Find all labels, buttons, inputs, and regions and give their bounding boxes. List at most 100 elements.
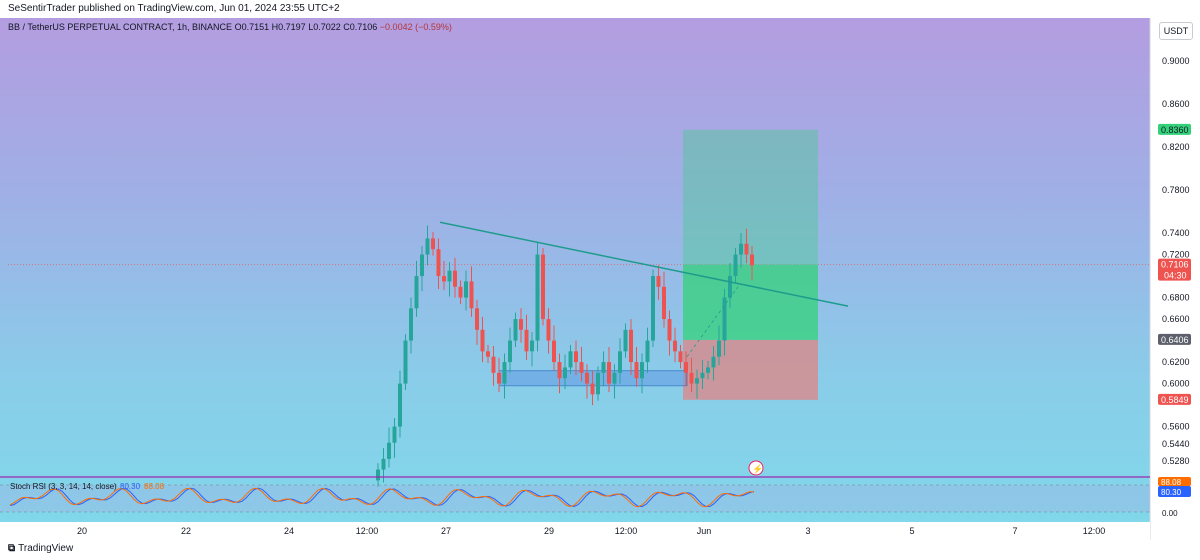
tradingview-logo: ⧉ TradingView — [8, 543, 73, 554]
publisher-text: SeSentirTrader published on TradingView.… — [8, 3, 340, 14]
candle-body — [689, 372, 694, 384]
candle-body — [524, 329, 529, 352]
candle-body — [480, 329, 485, 352]
publisher-bar: SeSentirTrader published on TradingView.… — [0, 0, 1200, 18]
rsi-d-line — [9, 487, 755, 508]
candle-body — [398, 383, 402, 427]
x-tick-label: 12:00 — [356, 526, 379, 536]
candle-body — [447, 270, 452, 282]
price-label-tag — [1158, 258, 1191, 281]
ohlc-change: −0.0042 (−0.59%) — [379, 22, 452, 32]
candle-body — [700, 372, 705, 379]
countdown-label-text: 04:30 — [1164, 271, 1187, 281]
candle-body — [414, 276, 419, 309]
x-tick-label: 3 — [805, 526, 810, 536]
candle-body — [535, 254, 540, 341]
candle-body — [376, 469, 380, 481]
stop-loss-zone[interactable] — [683, 339, 818, 400]
candle-body — [491, 356, 496, 373]
rsi-k-tag-text: 80.30 — [1161, 488, 1182, 497]
symbol-legend: BB / TetherUS PERPETUAL CONTRACT, 1h, BI… — [8, 22, 452, 32]
x-tick-label: 27 — [441, 526, 451, 536]
candle-body — [651, 276, 655, 341]
candle-body — [612, 372, 617, 384]
candle-body — [557, 362, 562, 379]
rsi-y-tick: 0.00 — [1162, 509, 1178, 518]
candle-body — [744, 243, 749, 255]
candle-body — [579, 362, 584, 373]
price-label-tag — [1158, 333, 1191, 345]
candle-body — [546, 319, 551, 341]
take-profit-zone-upper[interactable] — [683, 129, 818, 265]
lightning-glyph: ⚡ — [752, 463, 763, 475]
candle-body — [568, 351, 573, 368]
x-tick-label: 7 — [1012, 526, 1017, 536]
footer-bar: ⧉ TradingView — [0, 540, 1200, 560]
candle-body — [469, 281, 474, 309]
ohlc-low: L0.7022 — [308, 22, 341, 32]
candle-body — [618, 351, 622, 373]
rsi-d-tag — [1158, 477, 1191, 486]
tv-logo-icon: ⧉ — [8, 543, 16, 554]
candle-body — [387, 442, 391, 459]
brand-text: TradingView — [18, 543, 74, 554]
x-tick-label: Jun — [697, 526, 712, 536]
currency-button[interactable]: USDT — [1159, 22, 1193, 40]
x-tick-label: 20 — [77, 526, 87, 536]
rsi-k-value: 80.30 — [120, 482, 141, 491]
candle-body — [403, 340, 408, 384]
y-tick-label: 0.6200 — [1162, 357, 1190, 367]
y-tick-label: 0.6000 — [1162, 379, 1190, 389]
candle-body — [475, 308, 479, 330]
price-chart-svg[interactable]: 0.9000 0.8600 0.8200 0.7800 0.7400 0.7200 0.68… — [0, 18, 1200, 540]
candle-body — [656, 276, 661, 287]
trendline[interactable] — [439, 221, 849, 307]
candle-body — [623, 329, 628, 352]
candle-body — [733, 254, 738, 277]
rsi-title: Stoch RSI (3, 3, 14, 14, close) — [10, 482, 117, 491]
candle-body — [508, 340, 512, 363]
candle-body — [607, 362, 611, 384]
x-tick-label: 12:00 — [615, 526, 638, 536]
y-tick-label: 0.9000 — [1162, 56, 1190, 66]
time-axis[interactable] — [0, 522, 1150, 540]
candle-body — [728, 276, 732, 298]
x-tick-label: 5 — [909, 526, 914, 536]
lightning-icon[interactable] — [748, 460, 764, 476]
candle-body — [629, 329, 633, 363]
y-tick-label: 0.8600 — [1162, 99, 1190, 109]
candle-body — [590, 383, 595, 395]
x-tick-label: 24 — [284, 526, 294, 536]
candle-body — [442, 276, 446, 282]
candle-body — [634, 362, 639, 379]
candle-body — [436, 249, 441, 277]
candle-body — [695, 378, 699, 384]
y-tick-label: 0.6800 — [1162, 293, 1190, 303]
price-label-text: 0.8360 — [1161, 125, 1189, 135]
candle-body — [392, 426, 397, 443]
y-tick-label: 0.6600 — [1162, 314, 1190, 324]
y-tick-label: 0.5600 — [1162, 422, 1190, 432]
candle-body — [645, 340, 650, 363]
y-tick-label: 0.7200 — [1162, 250, 1190, 260]
candle-body — [381, 458, 386, 470]
candle-body — [453, 270, 457, 287]
candle-body — [750, 254, 754, 266]
candle-body — [601, 362, 606, 373]
rsi-d-tag-text: 88.08 — [1161, 478, 1182, 487]
candle-body — [409, 308, 413, 341]
price-label-text: 0.7106 — [1161, 260, 1189, 270]
candle-body — [563, 367, 567, 379]
price-label-text: 0.6406 — [1161, 335, 1189, 345]
projection-line — [686, 286, 739, 357]
candle-body — [513, 319, 518, 341]
candle-body — [464, 281, 468, 298]
x-tick-label: 22 — [181, 526, 191, 536]
candle-body — [706, 367, 710, 373]
candle-body — [486, 351, 490, 357]
chart-area[interactable]: 0.9000 0.8600 0.8200 0.7800 0.7400 0.7200 0.68… — [0, 18, 1200, 540]
rsi-k-line — [9, 487, 755, 508]
candle-body — [502, 362, 507, 384]
candle-body — [458, 286, 463, 298]
candle-body — [497, 372, 501, 384]
